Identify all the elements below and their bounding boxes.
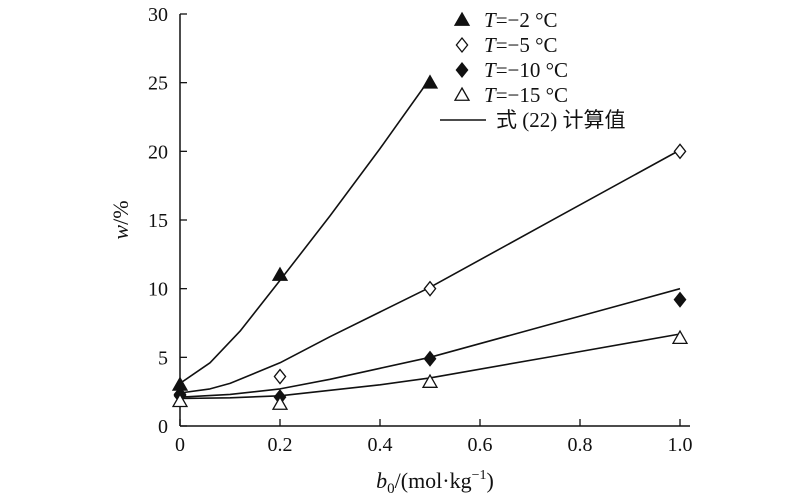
x-tick-label-0-8: 0.8 [568,434,593,456]
series-3-point-3 [423,350,437,367]
series-4-point-1 [171,392,189,408]
y-tick-label-15: 15 [148,210,168,232]
x-tick-label-0: 0 [175,434,185,456]
series-2-point-3 [423,280,437,297]
x-ticks: 0 0.2 0.4 0.6 0.8 1.0 [175,419,693,456]
y-tick-label-5: 5 [158,347,168,369]
fit-curve-4 [179,333,681,400]
y-tick-label-30: 30 [148,4,168,26]
legend-marker-2 [455,36,469,54]
y-ticks: 0 5 10 15 20 25 30 [148,4,187,438]
y-axis-label-unit: /% [108,200,133,224]
x-axis-label-main: b [376,468,387,493]
legend-label-2: T=−5 °C [484,33,558,57]
markers [171,74,689,410]
plot-area: 0 5 10 15 20 25 30 0 0.2 0.4 0.6 0.8 1.0 [148,4,693,456]
legend-label-3: T=−10 °C [484,58,568,82]
series-4-point-3 [421,373,439,388]
series-4-point-4 [671,329,689,345]
fit-curve-1 [179,78,431,385]
x-axis-label-rest: /(mol·kg [395,468,472,493]
x-axis-label-close: ) [487,468,494,493]
series-4-point-2 [271,395,289,410]
x-axis-label-sup: −1 [472,468,487,483]
y-axis-label: w/% [108,200,133,239]
x-axis-label: b0/(mol·kg−1) [376,468,494,497]
legend-marker-3 [455,61,469,79]
x-tick-label-1: 1.0 [668,434,693,456]
legend-label-1: T=−2 °C [484,8,558,32]
y-tick-label-25: 25 [148,73,168,95]
x-tick-label-0-6: 0.6 [468,434,493,456]
series-3-point-4 [673,291,687,308]
x-axis-label-sub: 0 [387,481,395,497]
y-tick-label-20: 20 [148,141,168,163]
legend-marker-1 [453,11,471,26]
x-tick-label-0-4: 0.4 [368,434,393,456]
y-axis-label-var: w [108,225,133,240]
y-tick-label-0: 0 [158,416,168,438]
fit-curve-3 [179,287,681,398]
x-tick-label-0-2: 0.2 [268,434,293,456]
legend-label-5: 式 (22) 计算值 [496,108,626,132]
series-1-point-3 [421,74,439,89]
series-1-point-2 [271,266,289,281]
y-tick-label-10: 10 [148,279,168,301]
legend-label-4: T=−15 °C [484,83,568,107]
series-2-point-2 [273,368,287,385]
series-2-point-4 [673,143,687,160]
legend: T=−2 °CT=−5 °CT=−10 °CT=−15 °C式 (22) 计算值 [440,8,626,132]
fit-curve-2 [179,149,681,394]
legend-marker-4 [453,86,471,101]
